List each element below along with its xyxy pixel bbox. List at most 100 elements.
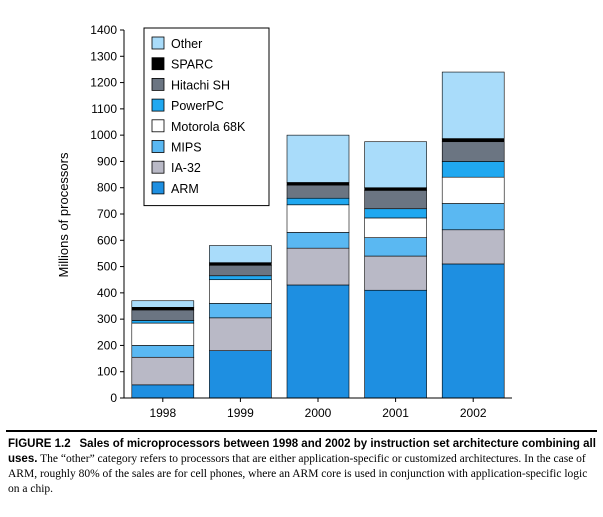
bar-segment-arm	[131, 384, 195, 399]
y-tick-label: 1200	[90, 76, 117, 90]
legend-label: ARM	[171, 182, 199, 196]
x-tick-label: 1999	[227, 406, 254, 420]
legend-swatch	[151, 119, 165, 133]
y-tick-label: 600	[97, 233, 117, 247]
bar-segment-other	[286, 134, 350, 183]
bar-segment-other	[441, 71, 505, 139]
legend: Other SPARC Hitachi SH PowerPC Motorola 68K M…	[143, 27, 270, 207]
x-tick-label: 2000	[305, 406, 332, 420]
y-tick-label: 0	[110, 391, 117, 405]
legend-item: Hitachi SH	[151, 78, 230, 92]
legend-label: Other	[171, 37, 202, 51]
bar-segment-ia-32	[364, 255, 427, 291]
y-axis: 0 100 200 300 400 500 600 700 800 900 1000 1100 1200…	[90, 23, 125, 405]
bar-segment-hitachi-sh	[364, 190, 427, 210]
legend-swatch	[151, 36, 165, 50]
bar-segment-mips	[441, 203, 505, 231]
legend-item: SPARC	[151, 57, 213, 72]
bar-segment-mips	[209, 303, 272, 319]
legend-label: SPARC	[171, 58, 213, 72]
legend-item: PowerPC	[151, 98, 224, 113]
y-tick-label: 1400	[90, 23, 117, 37]
legend-label: PowerPC	[171, 99, 224, 113]
bar-segment-ia-32	[441, 229, 505, 265]
bar-segment-arm	[209, 350, 272, 399]
figure-caption-body: The “other” category refers to processor…	[8, 453, 588, 495]
x-tick-label: 1998	[149, 406, 176, 420]
y-tick-label: 1100	[91, 102, 117, 116]
bar-segment-other	[364, 141, 427, 189]
figure-caption-title: Sales of microprocessors between 1998 an…	[8, 438, 596, 465]
bar-segment-arm	[286, 284, 350, 399]
bar-segment-powerpc	[364, 208, 427, 219]
bar-2001	[364, 141, 427, 399]
legend-label: Hitachi SH	[171, 78, 230, 92]
legend-swatch	[151, 98, 165, 112]
bar-segment-motorola-68k	[131, 322, 195, 346]
bar-segment-ia-32	[286, 247, 350, 286]
figure-caption: FIGURE 1.2 Sales of microprocessors betw…	[8, 437, 596, 497]
legend-label: IA-32	[171, 161, 201, 175]
bar-segment-hitachi-sh	[441, 141, 505, 162]
y-tick-label: 300	[97, 312, 117, 326]
caption-divider	[6, 430, 597, 432]
bar-segment-sparc	[131, 307, 195, 311]
x-axis: 1998 1999 2000 2001 2002	[124, 397, 512, 420]
bars	[131, 71, 505, 399]
x-tick-label: 2002	[460, 406, 487, 420]
legend-item: ARM	[151, 181, 199, 196]
legend-swatch	[151, 160, 165, 174]
bar-segment-ia-32	[131, 356, 195, 386]
bar-2000	[286, 134, 350, 399]
y-tick-label: 400	[97, 286, 117, 300]
bar-1999	[209, 245, 272, 399]
legend-swatch	[151, 181, 165, 195]
legend-swatch	[151, 57, 165, 71]
bar-segment-powerpc	[286, 197, 350, 206]
x-tick-label: 2001	[382, 406, 409, 420]
bar-segment-sparc	[441, 138, 505, 143]
bar-segment-powerpc	[209, 275, 272, 281]
bar-segment-mips	[286, 232, 350, 249]
y-axis-title: Millions of processors	[56, 152, 71, 277]
stacked-bar-chart: 0 100 200 300 400 500 600 700 800 900 1000 1100 1200…	[56, 23, 512, 420]
bar-segment-other	[131, 300, 195, 308]
bar-segment-sparc	[209, 262, 272, 266]
bar-1998	[131, 300, 195, 399]
legend-item: Other	[151, 36, 202, 51]
bar-segment-motorola-68k	[286, 204, 350, 233]
bar-segment-motorola-68k	[441, 176, 505, 204]
bar-segment-ia-32	[209, 317, 272, 351]
figure-label: FIGURE 1.2	[8, 438, 71, 450]
y-tick-label: 800	[97, 181, 117, 195]
bar-segment-motorola-68k	[209, 279, 272, 304]
bar-segment-powerpc	[441, 161, 505, 178]
legend-box	[143, 27, 270, 207]
y-tick-label: 1000	[90, 128, 117, 142]
y-tick-label: 1300	[90, 49, 117, 63]
bar-segment-hitachi-sh	[131, 309, 195, 321]
bar-segment-hitachi-sh	[209, 264, 272, 277]
bar-2002	[441, 71, 505, 399]
legend-swatch	[151, 140, 165, 153]
legend-item: IA-32	[151, 160, 201, 175]
bar-segment-sparc	[286, 182, 350, 186]
legend-item: Motorola 68K	[151, 119, 246, 134]
y-tick-label: 500	[97, 260, 117, 274]
bar-segment-mips	[364, 237, 427, 257]
bar-segment-arm	[364, 289, 427, 399]
y-tick-label: 700	[97, 207, 117, 221]
y-tick-label: 900	[97, 154, 117, 168]
bar-segment-powerpc	[131, 320, 195, 324]
bar-segment-sparc	[364, 187, 427, 191]
bar-segment-hitachi-sh	[286, 184, 350, 199]
chart: 0 100 200 300 400 500 600 700 800 900 1000 1100 1200…	[56, 23, 512, 420]
y-tick-label: 200	[97, 338, 117, 352]
y-tick-label: 100	[97, 365, 117, 379]
bar-segment-mips	[131, 345, 195, 358]
bar-segment-other	[209, 245, 272, 263]
bar-segment-motorola-68k	[364, 217, 427, 238]
legend-swatch	[151, 78, 165, 91]
legend-label: Motorola 68K	[171, 120, 246, 134]
legend-label: MIPS	[171, 141, 202, 155]
